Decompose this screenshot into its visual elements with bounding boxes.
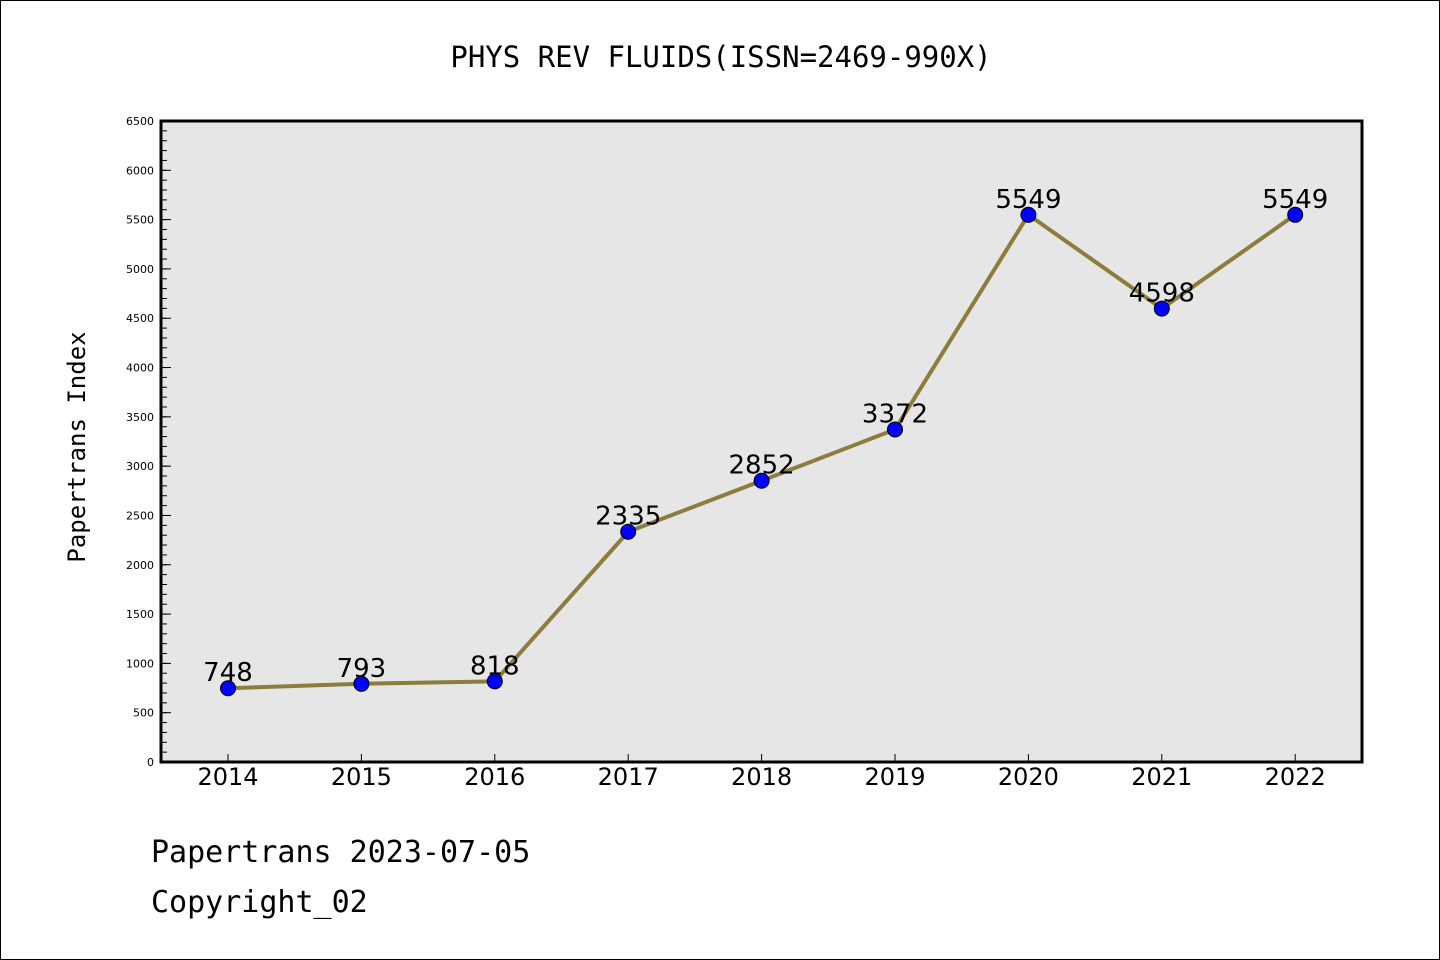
data-point: [887, 421, 903, 438]
y-tick-label: 2500: [126, 509, 154, 522]
data-label: 818: [470, 651, 520, 681]
data-point: [620, 523, 637, 540]
y-tick-label: 4000: [126, 362, 154, 375]
data-point: [1153, 300, 1170, 317]
data-point: [1020, 206, 1037, 223]
data-label: 5549: [1262, 185, 1328, 215]
y-tick-label: 1000: [126, 657, 154, 670]
plot-area: [161, 121, 1362, 762]
data-point: [220, 680, 236, 697]
x-tick-label: 2016: [464, 763, 525, 791]
y-tick-label: 1500: [126, 608, 154, 621]
data-label: 2335: [595, 502, 661, 532]
y-tick-label: 3000: [126, 460, 154, 473]
x-tick-label: 2018: [731, 763, 792, 791]
y-tick-label: 2000: [126, 559, 154, 572]
x-tick-label: 2020: [998, 763, 1059, 791]
data-label: 748: [203, 658, 253, 688]
data-label: 793: [337, 654, 387, 684]
data-label: 2852: [729, 451, 795, 481]
y-tick-label: 500: [133, 707, 154, 720]
y-tick-label: 0: [147, 756, 154, 769]
data-point: [1287, 206, 1304, 223]
data-point: [353, 675, 370, 692]
plot-border: [159, 119, 1364, 764]
data-point: [753, 472, 770, 489]
data-label: 4598: [1129, 279, 1195, 309]
y-tick-label: 4500: [126, 312, 154, 325]
y-tick-label: 5000: [126, 263, 154, 276]
x-tick-label: 2015: [331, 763, 392, 791]
footer-date: Papertrans 2023-07-05: [151, 835, 531, 870]
data-point: [486, 673, 503, 690]
y-tick-label: 5500: [126, 214, 154, 227]
footer-copyright: Copyright_02: [151, 885, 368, 920]
y-axis-label: Papertrans Index: [63, 331, 91, 562]
x-tick-label: 2021: [1131, 763, 1192, 791]
data-label: 5549: [995, 185, 1061, 215]
chart-title: PHYS REV FLUIDS(ISSN=2469-990X): [450, 40, 991, 74]
x-tick-label: 2017: [598, 763, 659, 791]
y-tick-label: 6500: [126, 115, 154, 128]
data-labels: 748 793 818 2335 2852 3372 5549 4598 5549: [203, 185, 1328, 688]
y-tick-label: 6000: [126, 164, 154, 177]
data-series: [220, 206, 1304, 697]
y-tick-label: 3500: [126, 411, 154, 424]
x-tick-label: 2019: [864, 763, 925, 791]
axis-ticks: 0 500 1000 1500 2000 2500 3000 3500 4000 4500 5000…: [126, 115, 1326, 791]
x-tick-label: 2014: [197, 763, 258, 791]
x-tick-label: 2022: [1265, 763, 1326, 791]
data-label: 3372: [862, 399, 928, 429]
